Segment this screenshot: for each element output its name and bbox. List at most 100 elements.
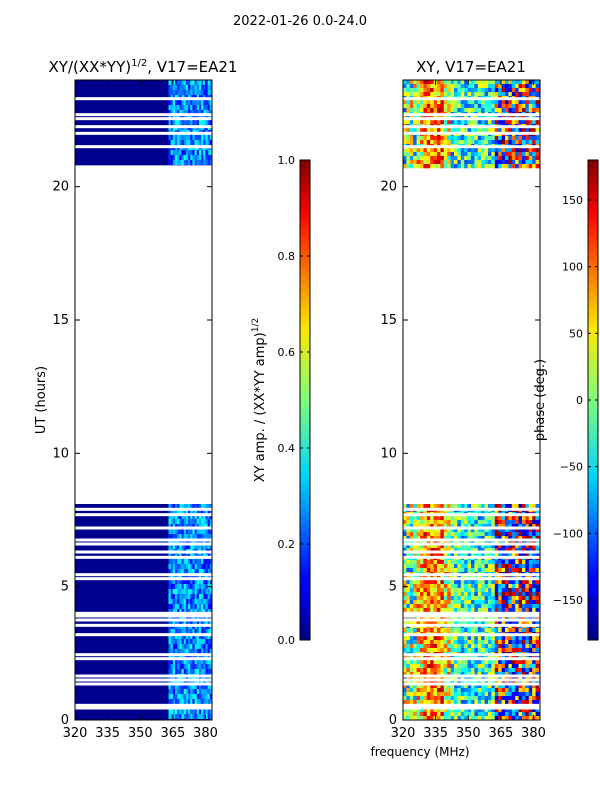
phase-flagged-row (403, 97, 540, 101)
phase-flagged-row (403, 513, 540, 517)
phase-x-tick-label: 380 (521, 726, 546, 741)
amplitude-x-tick-label: 350 (128, 726, 153, 741)
amplitude-flagged-row (75, 555, 212, 559)
phase-colorbar-tick-label: 150 (562, 194, 583, 207)
amplitude-colorbar-gradient (299, 159, 311, 641)
amplitude-y-tick-label: 10 (52, 446, 69, 461)
phase-y-tick-label: 20 (380, 180, 397, 195)
phase-flagged-row (403, 507, 540, 511)
phase-flagged-row (403, 125, 540, 129)
amplitude-y-tick-label: 0 (61, 713, 69, 728)
amplitude-axes: 320 335 350 365 380 0 5 10 15 20 (52, 80, 218, 741)
amplitude-x-tick-label: 335 (95, 726, 120, 741)
phase-flagged-row (403, 682, 540, 686)
amplitude-plot-frame (74, 79, 213, 721)
amplitude-x-tick-label: 380 (193, 726, 218, 741)
amplitude-colorbar-tick-label: 0.2 (278, 538, 296, 551)
phase-flagged-row (403, 653, 540, 657)
amplitude-flagged-row (75, 550, 212, 554)
phase-flagged-row (403, 117, 540, 121)
amplitude-flagged-row (75, 682, 212, 686)
phase-colorbar-tick-label: 0 (576, 394, 583, 407)
amplitude-flagged-row (75, 633, 212, 637)
amplitude-colorbar-label: XY amp. / (XX*YY amp)1/2 (251, 318, 268, 482)
phase-colorbar-tick-label: −100 (553, 527, 583, 540)
amplitude-flagged-row (75, 117, 212, 121)
amplitude-flagged-row (75, 577, 212, 581)
phase-y-tick-label: 15 (380, 313, 397, 328)
phase-data-block (403, 80, 540, 169)
amplitude-y-tick-label: 20 (52, 180, 69, 195)
phase-flagged-row (403, 131, 540, 135)
amplitude-heatmap-panel: 320 335 350 365 380 0 5 10 15 20 XY/(XX*YY)1/2, V… (34, 58, 237, 741)
amplitude-colorbar: 0.0 0.2 0.4 0.6 0.8 1.0 XY amp. / (XX*YY amp)… (251, 154, 311, 647)
phase-x-tick-label: 365 (488, 726, 513, 741)
phase-y-tick-label: 10 (380, 446, 397, 461)
phase-flagged-row (403, 113, 540, 117)
phase-y-tick-label: 5 (389, 580, 397, 595)
amplitude-flagged-row (75, 526, 212, 530)
amplitude-flagged-row (75, 653, 212, 657)
amplitude-heatmap (75, 80, 212, 720)
amplitude-flagged-row (75, 573, 212, 577)
phase-y-tick-label: 0 (389, 713, 397, 728)
amplitude-x-tick-label: 320 (63, 726, 88, 741)
phase-panel-title: XY, V17=EA21 (416, 58, 526, 76)
amplitude-flagged-row (75, 657, 212, 661)
phase-flagged-row (403, 573, 540, 577)
phase-flagged-row (403, 614, 540, 618)
phase-plot-frame (402, 79, 541, 721)
phase-flagged-row (403, 577, 540, 581)
amplitude-flagged-row (75, 611, 212, 615)
phase-flagged-row (403, 703, 540, 707)
amplitude-flagged-row (75, 618, 212, 622)
phase-flagged-row (403, 633, 540, 637)
amplitude-y-tick-label: 5 (61, 580, 69, 595)
phase-flagged-row (403, 706, 540, 710)
amplitude-flagged-row (75, 145, 212, 149)
phase-flagged-row (403, 657, 540, 661)
frequency-axis-label: frequency (MHz) (370, 745, 469, 759)
amplitude-flagged-row (75, 542, 212, 546)
amplitude-colorbar-tick-label: 0.4 (278, 442, 296, 455)
phase-flagged-row (403, 678, 540, 682)
phase-x-tick-label: 350 (456, 726, 481, 741)
amplitude-flagged-row (75, 614, 212, 618)
phase-colorbar-label: phase (deg.) (533, 359, 548, 441)
phase-flagged-row (403, 618, 540, 622)
amplitude-x-tick-label: 365 (160, 726, 185, 741)
phase-colorbar-tick-label: 50 (569, 327, 583, 340)
amplitude-flagged-row (75, 131, 212, 135)
amplitude-data-block (75, 80, 212, 166)
amplitude-y-axis-label: UT (hours) (34, 366, 49, 434)
amplitude-flagged-row (75, 674, 212, 678)
phase-flagged-row (403, 145, 540, 149)
amplitude-flagged-row (75, 113, 212, 117)
amplitude-colorbar-tick-label: 0.0 (278, 634, 296, 647)
amplitude-flagged-row (75, 513, 212, 517)
phase-flagged-row (403, 542, 540, 546)
amplitude-colorbar-tick-label: 0.6 (278, 346, 296, 359)
phase-heatmap-panel: 320 335 350 365 380 0 5 10 15 20 XY, V17=EA21 fre… (370, 58, 545, 759)
amplitude-flagged-row (75, 703, 212, 707)
amplitude-flagged-row (75, 125, 212, 129)
phase-colorbar-tick-label: −150 (553, 594, 583, 607)
phase-colorbar: −150 −100 −50 0 50 100 150 phase (deg.) (533, 159, 599, 641)
phase-flagged-row (403, 623, 540, 627)
amplitude-panel-title: XY/(XX*YY)1/2, V17=EA21 (49, 58, 238, 76)
phase-flagged-row (403, 550, 540, 554)
amplitude-flagged-row (75, 623, 212, 627)
amplitude-flagged-row (75, 706, 212, 710)
phase-flagged-row (403, 555, 540, 559)
phase-flagged-row (403, 674, 540, 678)
amplitude-colorbar-tick-label: 0.8 (278, 250, 296, 263)
phase-axes: 320 335 350 365 380 0 5 10 15 20 (380, 80, 546, 741)
amplitude-y-tick-label: 15 (52, 313, 69, 328)
phase-flagged-row (403, 526, 540, 530)
amplitude-colorbar-tick-label: 1.0 (278, 154, 296, 167)
phase-colorbar-tick-label: 100 (562, 261, 583, 274)
amplitude-flagged-row (75, 538, 212, 542)
page-title: 2022-01-26 0.0-24.0 (233, 14, 367, 29)
amplitude-flagged-row (75, 97, 212, 101)
